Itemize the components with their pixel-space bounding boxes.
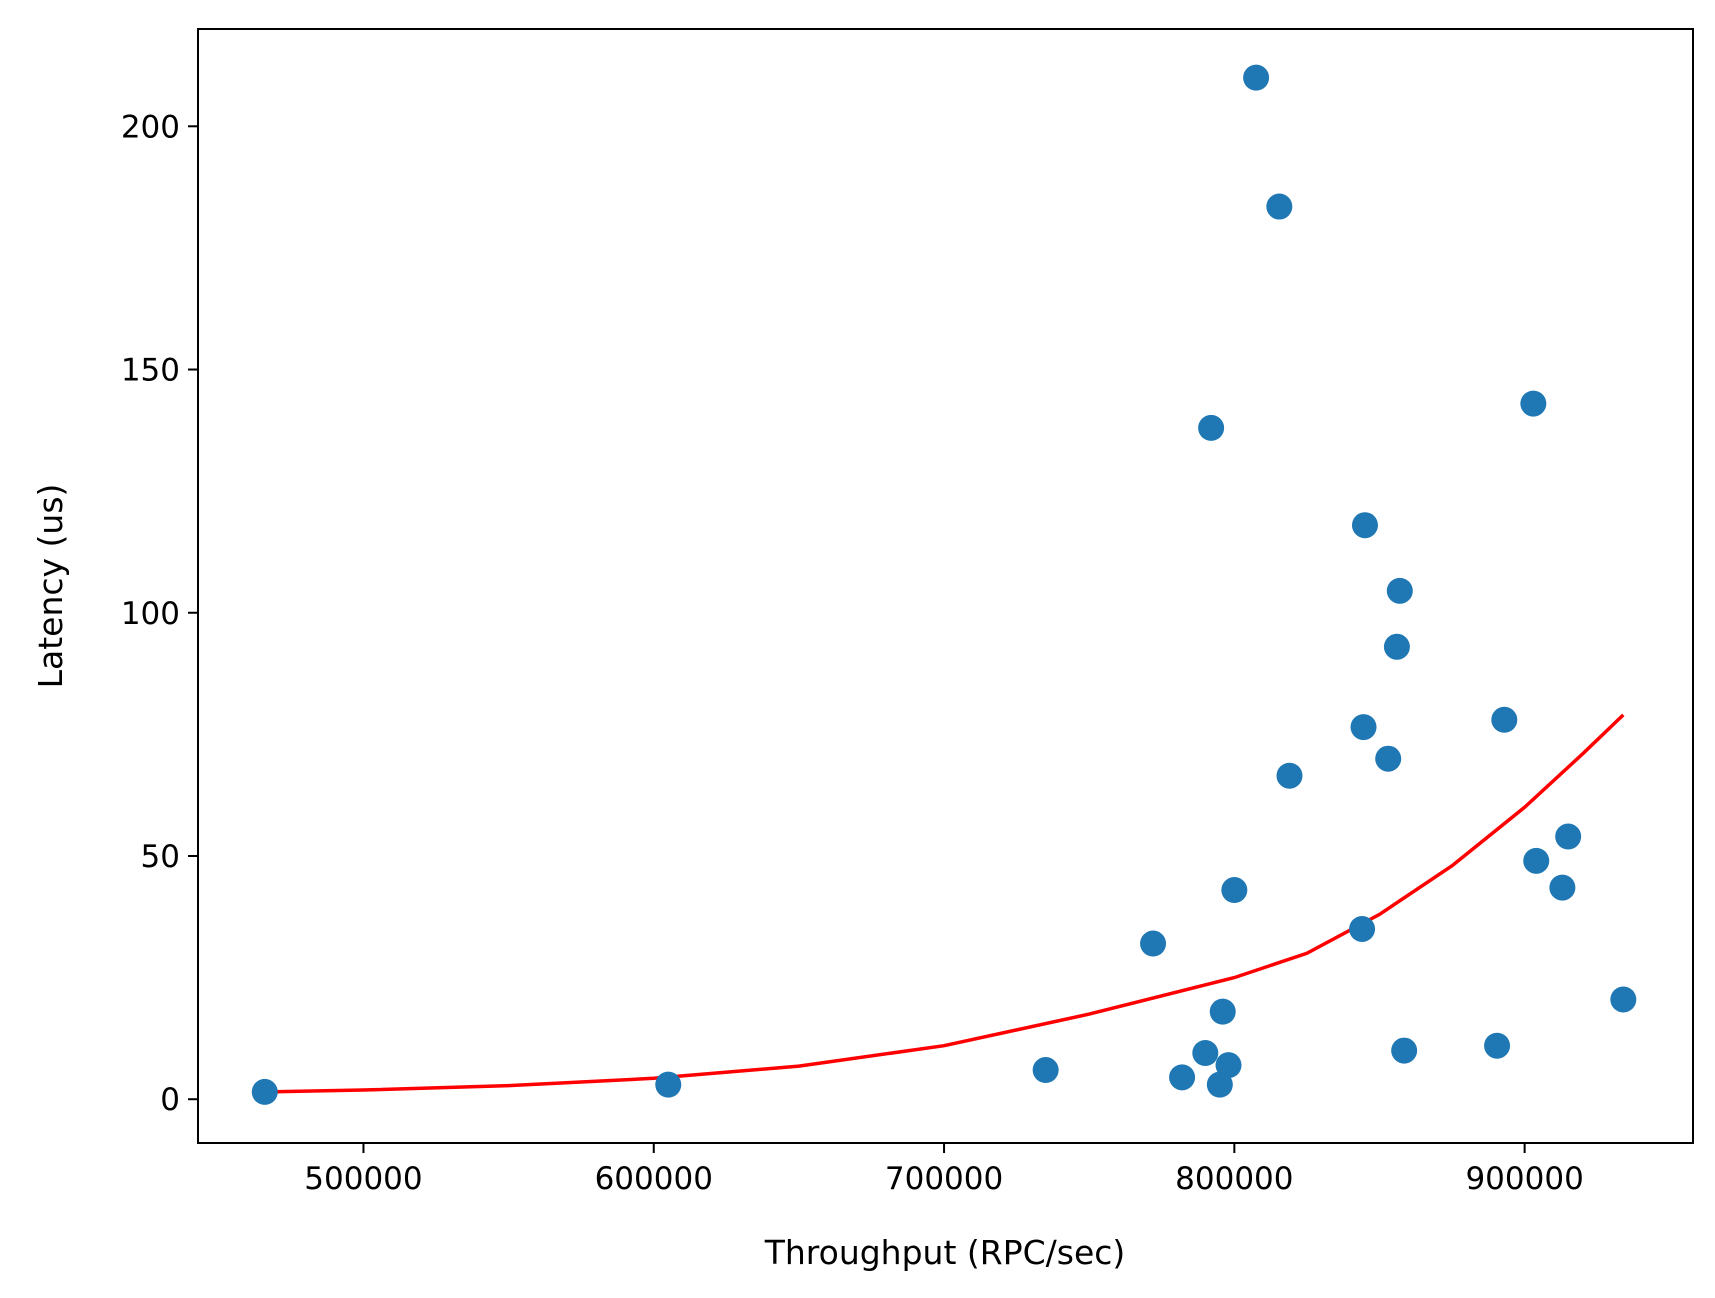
data-point <box>1349 915 1376 942</box>
data-point <box>1198 414 1225 441</box>
data-point <box>1549 874 1576 901</box>
data-point <box>1243 64 1270 91</box>
data-point <box>1383 633 1410 660</box>
y-tick-label: 0 <box>160 1082 180 1118</box>
data-point <box>1192 1040 1219 1067</box>
data-point <box>1215 1052 1242 1079</box>
plot-frame <box>197 28 1694 1144</box>
x-axis-label: Throughput (RPC/sec) <box>764 1233 1126 1272</box>
data-point <box>1520 390 1547 417</box>
data-point <box>1610 986 1637 1013</box>
x-tick-label: 500000 <box>304 1161 422 1197</box>
data-point <box>1209 998 1236 1025</box>
fit-curve-layer <box>267 713 1625 1094</box>
data-point <box>1484 1032 1511 1059</box>
data-point <box>1491 706 1518 733</box>
data-point <box>1350 714 1377 741</box>
data-point <box>1169 1064 1196 1091</box>
x-axis: 500000 600000 700000 800000 900000 <box>304 1143 1584 1197</box>
plot-area <box>198 29 1693 1143</box>
data-point <box>1375 745 1402 772</box>
x-tick-label: 600000 <box>595 1161 713 1197</box>
data-point <box>1391 1037 1418 1064</box>
y-tick-label: 150 <box>121 353 180 389</box>
data-point <box>1523 847 1550 874</box>
data-point <box>655 1071 682 1098</box>
y-tick-label: 50 <box>141 839 180 875</box>
data-point <box>1351 512 1378 539</box>
fit-curve <box>267 713 1625 1094</box>
x-tick-label: 900000 <box>1465 1161 1583 1197</box>
data-point <box>1386 577 1413 604</box>
scatter-points-layer <box>251 64 1637 1105</box>
data-point <box>1276 762 1303 789</box>
data-point <box>1140 930 1167 957</box>
x-tick-label: 800000 <box>1175 1161 1293 1197</box>
y-tick-label: 200 <box>121 109 180 145</box>
y-tick-label: 100 <box>121 596 180 632</box>
y-axis-label: Latency (us) <box>31 484 70 689</box>
data-point <box>1206 1071 1233 1098</box>
data-point <box>251 1078 278 1105</box>
y-axis: 0 50 100 150 200 <box>121 109 198 1118</box>
data-point <box>1266 193 1293 220</box>
data-point <box>1032 1057 1059 1084</box>
x-tick-label: 700000 <box>885 1161 1003 1197</box>
data-point <box>1555 823 1582 850</box>
data-point <box>1221 877 1248 904</box>
